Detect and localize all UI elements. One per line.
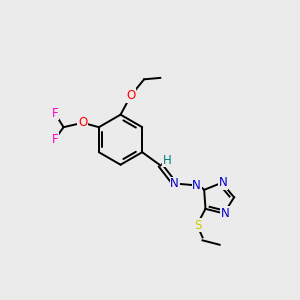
Text: O: O — [126, 89, 136, 102]
Text: N: N — [170, 177, 179, 190]
Text: F: F — [51, 133, 58, 146]
Text: H: H — [163, 154, 171, 167]
Text: S: S — [194, 218, 202, 232]
Text: N: N — [219, 176, 228, 189]
Text: F: F — [51, 106, 58, 119]
Text: N: N — [221, 207, 230, 220]
Text: N: N — [192, 179, 201, 192]
Text: O: O — [78, 116, 87, 129]
